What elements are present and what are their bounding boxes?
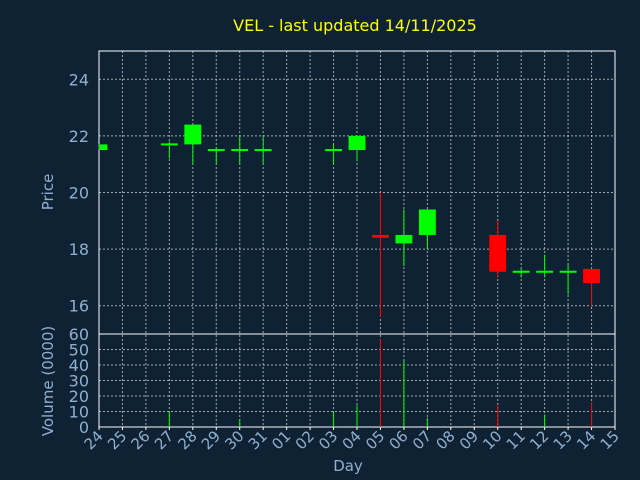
candle-body <box>231 149 249 152</box>
price-axis-label: Price <box>39 174 57 211</box>
x-axis-label: Day <box>333 457 363 475</box>
volume-tick-label: 30 <box>69 372 89 391</box>
volume-tick-label: 10 <box>69 403 89 422</box>
x-tick-label: 05 <box>362 427 388 453</box>
candle-body <box>160 143 178 146</box>
x-tick-label: 02 <box>292 427 318 453</box>
volume-tick-label: 20 <box>69 387 89 406</box>
volume-tick-label: 40 <box>69 356 89 375</box>
candle-body <box>254 149 272 152</box>
x-tick-label: 25 <box>104 427 130 453</box>
x-tick-label: 27 <box>151 427 177 453</box>
candle-body <box>536 270 554 273</box>
volume-axis-label: Volume (0000) <box>39 326 57 436</box>
x-tick-label: 04 <box>339 427 365 453</box>
candle-body <box>395 234 413 244</box>
x-tick-label: 03 <box>315 427 341 453</box>
x-tick-label: 12 <box>526 427 552 453</box>
volume-tick-label: 60 <box>69 325 89 344</box>
price-tick-label: 20 <box>69 184 89 203</box>
price-tick-label: 16 <box>69 297 89 316</box>
price-tick-label: 18 <box>69 240 89 259</box>
volume-tick-label: 50 <box>69 341 89 360</box>
chart-title: VEL - last updated 14/11/2025 <box>233 16 477 35</box>
candle-body <box>348 135 366 151</box>
price-tick-label: 24 <box>69 70 89 89</box>
candle-body <box>325 149 342 152</box>
x-tick-label: 31 <box>245 427 271 453</box>
x-tick-label: 08 <box>432 427 458 453</box>
x-tick-label: 07 <box>409 427 435 453</box>
x-tick-label: 29 <box>198 427 224 453</box>
x-tick-label: 14 <box>573 427 599 453</box>
x-tick-label: 09 <box>456 427 482 453</box>
candle-body <box>207 149 225 152</box>
x-tick-label: 01 <box>268 427 294 453</box>
x-tick-label: 26 <box>128 427 154 453</box>
x-tick-label: 30 <box>221 427 247 453</box>
x-tick-label: 06 <box>386 427 412 453</box>
x-tick-label: 11 <box>503 427 529 453</box>
candle-body <box>99 144 108 151</box>
price-tick-label: 22 <box>69 127 89 146</box>
x-tick-label: 28 <box>174 427 200 453</box>
candle-body <box>372 234 389 238</box>
candle-body <box>583 268 600 284</box>
x-tick-label: 15 <box>597 427 623 453</box>
candle-body <box>418 209 436 235</box>
volume-tick-label: 0 <box>79 418 89 437</box>
x-tick-label: 10 <box>479 427 505 453</box>
candle-body <box>512 270 530 273</box>
candle-body <box>559 270 577 273</box>
candle-body <box>184 124 202 145</box>
x-tick-label: 13 <box>550 427 576 453</box>
candle-body <box>489 234 507 272</box>
